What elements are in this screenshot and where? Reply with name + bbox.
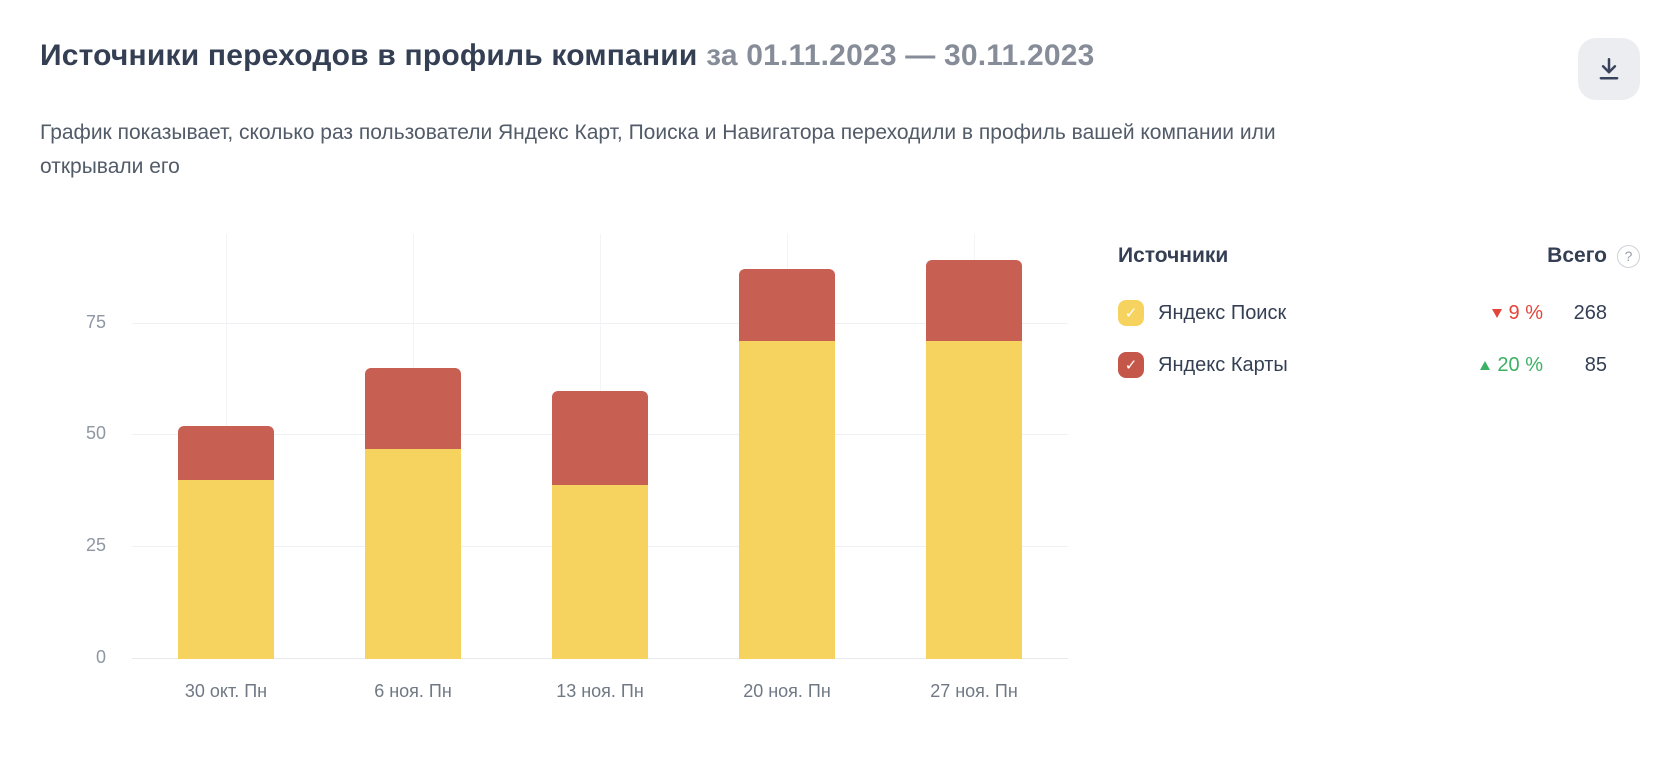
trend-indicator: 9 % [1491,301,1543,325]
total-value: 85 [1584,353,1607,376]
bar-segment-yandex-maps[interactable] [178,426,274,481]
x-axis-tick-label: 13 ноя. Пн [556,681,644,702]
bar-segment-yandex-search[interactable] [739,341,835,660]
trend-down-icon [1491,308,1502,318]
y-axis-tick-label: 25 [85,535,106,556]
x-axis-tick-label: 30 окт. Пн [184,681,268,702]
legend-label: Яндекс Карты [1158,353,1288,376]
trend-up-icon [1480,360,1491,370]
bar-group[interactable] [739,269,835,660]
check-icon: ✓ [1124,357,1138,375]
bar-group[interactable] [552,391,648,660]
x-axis-tick-label: 20 ноя. Пн [743,681,831,702]
chart-legend: Источники Всего ? ✓ Яндекс Поиск 9 % 268 [1072,234,1640,705]
legend-stats: 9 % 268 [1491,301,1607,325]
trend-percent: 9 % [1508,301,1543,324]
bar-group[interactable] [926,260,1022,660]
legend-item-toggle[interactable]: ✓ Яндекс Карты [1118,352,1288,379]
bar-segment-yandex-maps[interactable] [739,269,835,342]
bar-segment-yandex-search[interactable] [365,449,461,660]
x-axis-tick-label: 6 ноя. Пн [374,681,452,702]
legend-total-header: Всего [1547,244,1607,268]
title-period: за 01.11.2023 — 30.11.2023 [697,39,1095,72]
bar-segment-yandex-search[interactable] [926,341,1022,660]
trend-indicator: 20 % [1480,354,1543,377]
download-icon [1599,58,1619,80]
legend-item-yandex-search: ✓ Яндекс Поиск 9 % 268 [1118,300,1640,327]
legend-header: Источники Всего ? [1118,244,1640,268]
help-icon[interactable]: ? [1617,244,1640,268]
bar-segment-yandex-search[interactable] [552,485,648,660]
bar-segment-yandex-maps[interactable] [926,260,1022,342]
chart-section: 0 25 50 75 30 окт. Пн 6 ноя. Пн 13 ноя. Пн 20 н… [40,234,1640,705]
checkbox-yandex-search[interactable]: ✓ [1118,300,1144,327]
download-button[interactable] [1578,38,1640,100]
trend-percent: 20 % [1497,353,1543,376]
y-axis-tick-label: 50 [85,423,106,444]
page-title: Источники переходов в профиль компании з… [40,36,1095,75]
legend-sources-header: Источники [1118,244,1229,268]
total-value: 268 [1573,301,1607,324]
bar-group[interactable] [178,426,274,660]
legend-item-toggle[interactable]: ✓ Яндекс Поиск [1118,300,1287,327]
legend-label: Яндекс Поиск [1158,301,1287,324]
legend-stats: 20 % 85 [1480,354,1607,377]
check-icon: ✓ [1124,305,1138,323]
y-axis-tick-label: 0 [95,647,106,668]
chart-description: График показывает, сколько раз пользоват… [40,121,1276,179]
widget-header: Источники переходов в профиль компании з… [40,36,1640,100]
y-axis-tick-label: 75 [85,311,106,332]
x-axis-tick-label: 27 ноя. Пн [930,681,1018,702]
bar-segment-yandex-search[interactable] [178,480,274,660]
title-text: Источники переходов в профиль компании [40,39,698,72]
stacked-bar-chart: 0 25 50 75 30 окт. Пн 6 ноя. Пн 13 ноя. Пн 20 н… [40,234,1072,705]
bar-group[interactable] [365,368,461,660]
bar-segment-yandex-maps[interactable] [552,391,648,486]
legend-item-yandex-maps: ✓ Яндекс Карты 20 % 85 [1118,352,1640,379]
checkbox-yandex-maps[interactable]: ✓ [1118,352,1144,379]
traffic-sources-widget: Источники переходов в профиль компании з… [40,36,1640,705]
legend-total-header-group: Всего ? [1547,244,1640,268]
bar-segment-yandex-maps[interactable] [365,368,461,450]
